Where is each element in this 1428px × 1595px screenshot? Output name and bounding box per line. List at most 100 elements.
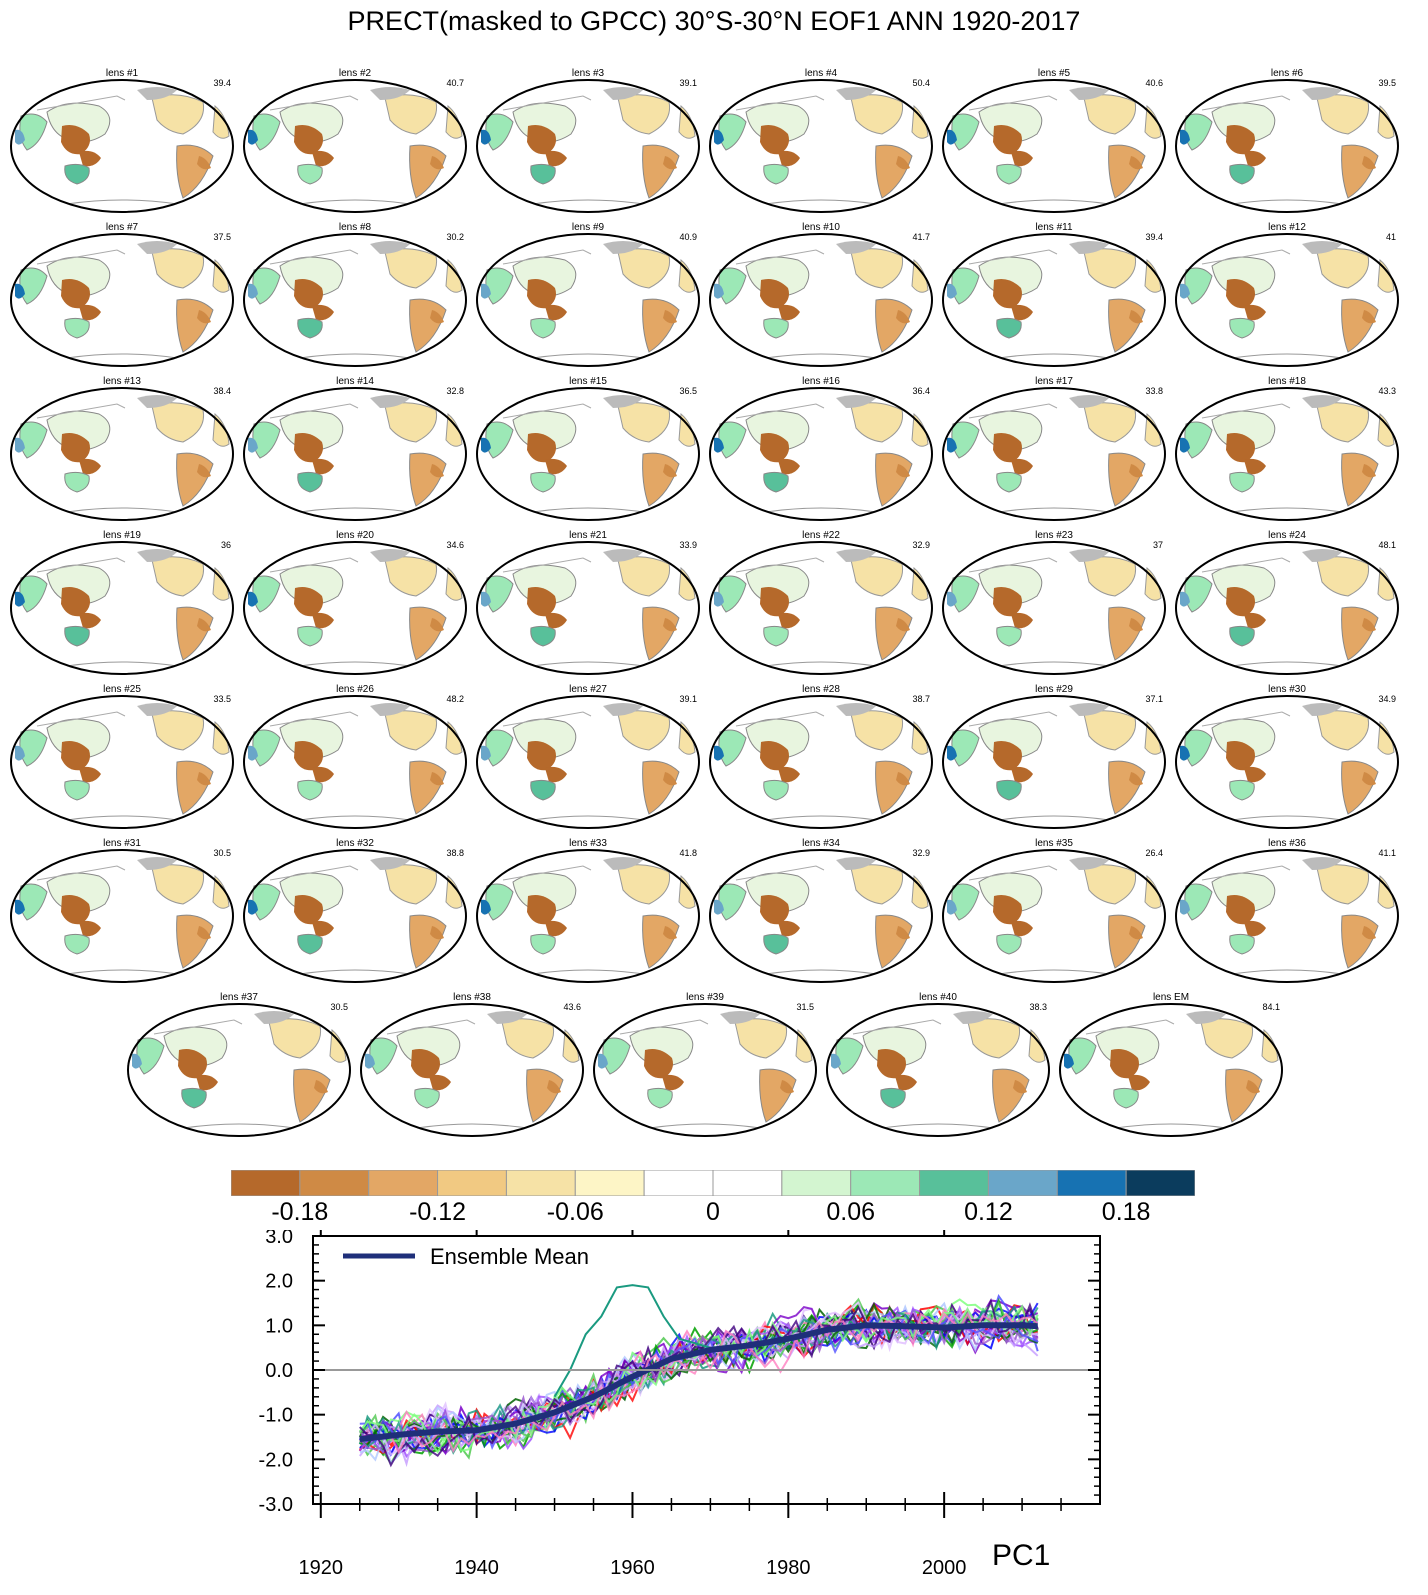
map-panel: lens #36 41.1 — [1172, 838, 1402, 984]
chart-title: PC1 — [992, 1539, 1050, 1572]
map-variance-percent: 84.1 — [1262, 1002, 1280, 1012]
world-map — [1175, 849, 1399, 983]
colorbar-labels: -0.18 -0.12 -0.06 0 0.06 0.12 0.18 — [0, 1198, 1428, 1230]
map-title: lens #29 — [1035, 684, 1073, 695]
map-title: lens #18 — [1268, 376, 1306, 387]
ensemble-member-lines — [358, 1284, 1039, 1468]
map-panel: lens #16 36.4 — [706, 376, 936, 522]
map-title: lens #8 — [338, 222, 372, 233]
world-map — [709, 541, 933, 675]
world-map — [709, 387, 933, 521]
map-variance-percent: 40.6 — [1145, 78, 1163, 88]
map-variance-percent: 30.5 — [330, 1002, 348, 1012]
map-variance-percent: 37.1 — [1145, 694, 1163, 704]
chart-axes: 3.0 2.0 1.0 0.0 -1.0 -2.0 -3.0 1920 1940 1960 1980… — [259, 1230, 1101, 1579]
colorbar-swatch — [1125, 1170, 1195, 1196]
map-variance-percent: 32.9 — [912, 848, 930, 858]
world-map — [476, 387, 700, 521]
map-title: lens #13 — [103, 376, 141, 387]
colorbar-swatch — [643, 1170, 714, 1196]
map-variance-percent: 48.2 — [446, 694, 464, 704]
map-variance-percent: 39.5 — [1378, 78, 1396, 88]
map-title: lens #10 — [802, 222, 840, 233]
world-map — [360, 1003, 584, 1137]
map-panel: lens #18 43.3 — [1172, 376, 1402, 522]
map-panel: lens #35 26.4 — [939, 838, 1169, 984]
map-panel: lens #17 33.8 — [939, 376, 1169, 522]
map-variance-percent: 50.4 — [912, 78, 930, 88]
map-variance-percent: 41 — [1385, 232, 1396, 242]
world-map — [826, 1003, 1050, 1137]
map-panel: lens #30 34.9 — [1172, 684, 1402, 830]
world-map — [243, 233, 467, 367]
map-panel: lens #12 41 — [1172, 222, 1402, 368]
world-map — [127, 1003, 351, 1137]
map-title: lens #30 — [1268, 684, 1306, 695]
map-title: lens #22 — [802, 530, 840, 541]
map-variance-percent: 38.4 — [213, 386, 231, 396]
map-panel: lens #6 39.5 — [1172, 68, 1402, 214]
world-map — [243, 541, 467, 675]
map-title: lens EM — [1152, 992, 1190, 1003]
map-variance-percent: 36 — [220, 540, 231, 550]
map-title: lens #34 — [802, 838, 840, 849]
world-map — [942, 849, 1166, 983]
map-panel: lens #24 48.1 — [1172, 530, 1402, 676]
map-title: lens #14 — [336, 376, 374, 387]
map-variance-percent: 36.4 — [912, 386, 930, 396]
map-title: lens #36 — [1268, 838, 1306, 849]
map-variance-percent: 37.5 — [213, 232, 231, 242]
map-panel: lens #39 31.5 — [590, 992, 820, 1138]
pc1-timeseries-chart: 3.0 2.0 1.0 0.0 -1.0 -2.0 -3.0 1920 1940 1960 1980… — [259, 1230, 1101, 1579]
colorbar-tick-label: 0.18 — [1101, 1198, 1151, 1226]
map-panel: lens #14 32.8 — [240, 376, 470, 522]
map-variance-percent: 34.9 — [1378, 694, 1396, 704]
colorbar-swatch — [437, 1170, 507, 1196]
x-tick-label: 2000 — [922, 1557, 967, 1579]
map-panel: lens #19 36 — [7, 530, 237, 676]
world-map — [942, 79, 1166, 213]
map-title: lens #11 — [1035, 222, 1073, 233]
map-panel: lens #37 30.5 — [124, 992, 354, 1138]
world-map — [243, 849, 467, 983]
map-title: lens #31 — [103, 838, 141, 849]
map-panel: lens #38 43.6 — [357, 992, 587, 1138]
map-variance-percent: 30.2 — [446, 232, 464, 242]
map-variance-percent: 33.9 — [679, 540, 697, 550]
world-map — [1059, 1003, 1283, 1137]
ensemble-mean-line — [359, 1322, 1038, 1443]
colorbar-swatch — [987, 1170, 1058, 1196]
map-panel: lens #34 32.9 — [706, 838, 936, 984]
map-variance-percent: 33.8 — [1145, 386, 1163, 396]
colorbar-tick-label: -0.06 — [546, 1198, 604, 1226]
map-title: lens #1 — [105, 68, 139, 79]
map-title: lens #19 — [103, 530, 141, 541]
map-variance-percent: 39.4 — [213, 78, 231, 88]
map-title: lens #40 — [919, 992, 957, 1003]
map-panel: lens #21 33.9 — [473, 530, 703, 676]
map-panel: lens #8 30.2 — [240, 222, 470, 368]
x-tick-label: 1920 — [299, 1557, 344, 1579]
map-title: lens #32 — [336, 838, 374, 849]
colorbar-tick-label: 0 — [706, 1198, 720, 1226]
colorbar-tick-label: -0.18 — [271, 1198, 329, 1226]
map-title: lens #35 — [1035, 838, 1073, 849]
x-tick-label: 1960 — [610, 1557, 655, 1579]
map-panel: lens #22 32.9 — [706, 530, 936, 676]
map-title: lens #27 — [569, 684, 607, 695]
world-map — [1175, 79, 1399, 213]
map-panel: lens #20 34.6 — [240, 530, 470, 676]
world-map — [476, 849, 700, 983]
map-panel: lens #7 37.5 — [7, 222, 237, 368]
colorbar-tick-label: -0.12 — [409, 1198, 467, 1226]
map-title: lens #9 — [571, 222, 605, 233]
world-map — [942, 541, 1166, 675]
map-variance-percent: 38.3 — [1029, 1002, 1047, 1012]
world-map — [243, 387, 467, 521]
map-variance-percent: 37 — [1152, 540, 1163, 550]
world-map — [709, 233, 933, 367]
map-title: lens #20 — [336, 530, 374, 541]
map-title: lens #6 — [1270, 68, 1304, 79]
map-title: lens #23 — [1035, 530, 1073, 541]
map-variance-percent: 38.8 — [446, 848, 464, 858]
